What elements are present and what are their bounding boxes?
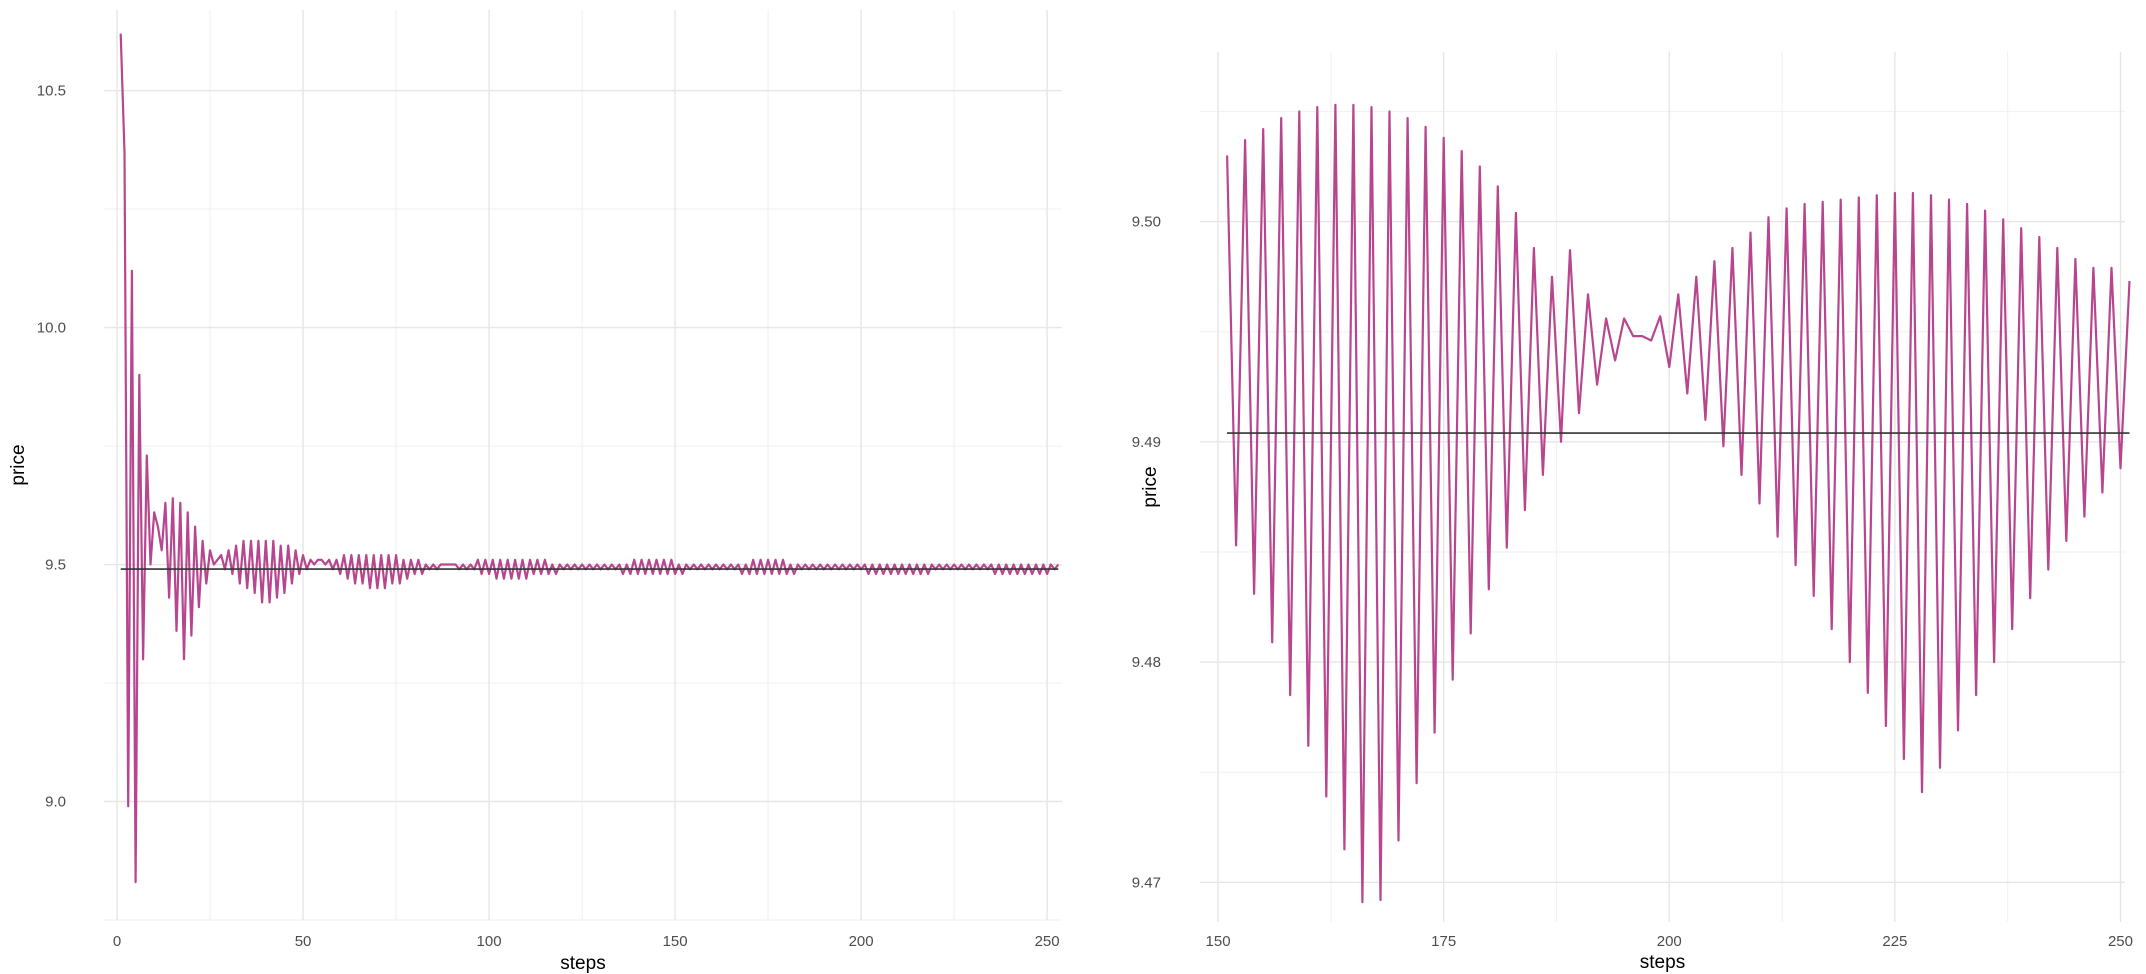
x-axis-title: steps — [560, 953, 605, 974]
x-tick-label: 50 — [295, 933, 312, 950]
x-tick-label: 250 — [1035, 933, 1060, 950]
x-tick-label: 175 — [1431, 933, 1456, 950]
x-axis-title: steps — [1640, 952, 1685, 973]
x-tick-label: 150 — [663, 933, 688, 950]
x-tick-label: 0 — [113, 933, 121, 950]
y-tick-label: 9.0 — [45, 794, 66, 811]
y-tick-label: 9.49 — [1132, 434, 1161, 451]
y-tick-label: 10.5 — [37, 83, 66, 100]
price-series-line — [119, 33, 1060, 884]
x-tick-label: 200 — [1657, 933, 1682, 950]
right-chart-panel: 150 175 200 225 250 9.47 9.48 9.49 9.50 steps pric… — [1132, 52, 2133, 973]
y-tick-label: 9.5 — [45, 557, 66, 574]
y-tick-label: 9.47 — [1132, 874, 1161, 891]
x-tick-label: 200 — [849, 933, 874, 950]
x-tick-label: 150 — [1206, 933, 1231, 950]
y-tick-label: 9.48 — [1132, 654, 1161, 671]
x-tick-label: 250 — [2108, 933, 2133, 950]
x-tick-label: 225 — [1882, 933, 1907, 950]
y-tick-label: 10.0 — [37, 320, 66, 337]
price-series-line — [1226, 103, 2131, 904]
y-axis-title: price — [1140, 466, 1161, 507]
y-tick-label: 9.50 — [1132, 214, 1161, 231]
y-axis-title: price — [8, 444, 29, 485]
x-tick-label: 100 — [477, 933, 502, 950]
left-chart-panel: 0 50 100 150 200 250 9.0 9.5 10.0 10.5 steps price — [8, 10, 1062, 974]
